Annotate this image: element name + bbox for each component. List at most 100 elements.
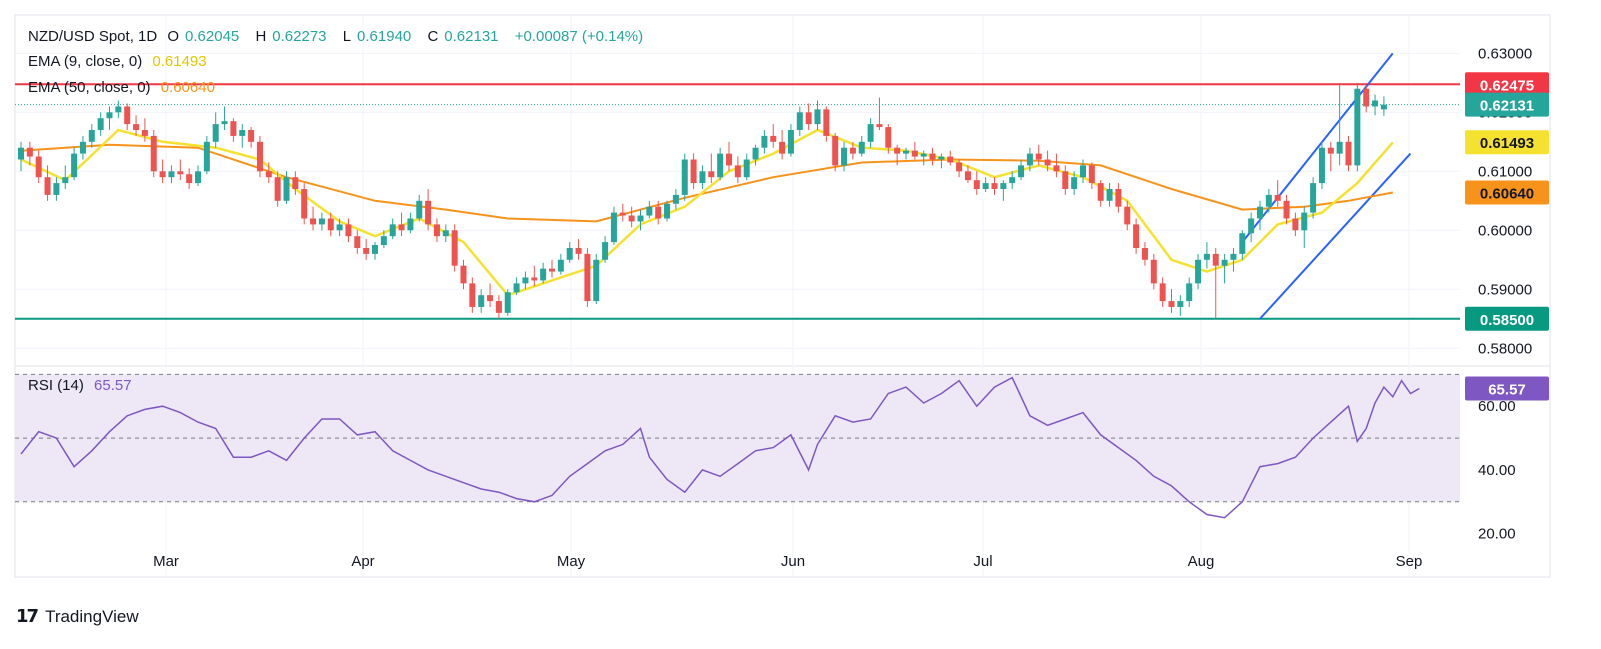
legend-ema50-label: EMA (50, close, 0) [28,79,151,96]
candle-body [159,171,166,178]
legend-close-label: C [427,28,439,45]
candle-body [141,130,148,136]
candle-body [97,118,104,131]
candle-body [1372,100,1379,107]
support-price-label: 0.58500 [1480,312,1534,329]
candle-body [115,106,122,113]
candle-body [1212,253,1219,266]
candle-body [610,212,617,243]
candle-body [1124,206,1131,225]
y-tick-label: 0.63000 [1478,45,1532,62]
ema9-price-tag [1465,130,1549,155]
candle-body [1248,218,1255,234]
y-tick-label: 0.58000 [1478,340,1532,357]
resistance-price-tag [1465,72,1549,97]
candle-body [1336,141,1343,154]
resistance-price-label: 0.62475 [1480,77,1534,94]
candle-body [1071,177,1078,189]
candle-body [460,265,467,284]
candle-body [71,153,78,178]
candle-body [79,141,86,154]
candle-body [1310,183,1317,213]
candle-body [664,203,671,219]
candle-body [885,127,892,148]
candle-body [1177,301,1184,307]
candle-body [956,162,963,172]
candle-body [602,242,609,260]
close-price-tag [1465,92,1549,117]
candle-body [265,171,272,178]
candle-body [433,224,440,237]
rsi-tick-label: 20.00 [1478,526,1516,543]
candle-body [1327,147,1334,154]
rsi-tick-label: 40.00 [1478,462,1516,479]
candle-body [1203,253,1210,260]
candle-body [549,268,555,272]
candle-body [726,153,732,166]
candle-body [1345,141,1352,166]
legend-open-label: O [167,28,180,45]
candle-body [451,230,458,266]
candle-body [991,183,998,189]
candle-body [699,171,706,184]
candle-body [522,277,529,284]
candle-body [1062,171,1069,189]
candle-body [487,295,494,302]
candle-body [1230,253,1237,260]
legend-price: NZD/USD Spot, 1D O 0.62045 H 0.62273 L 0.61… [28,28,649,46]
tradingview-logo[interactable]: 17 TradingView [16,606,139,627]
candle-body [858,141,865,154]
candle-body [513,283,520,293]
candle-body [1257,206,1263,219]
candle-body [805,112,812,125]
candle-body [1018,165,1025,178]
chart-frame [14,14,1551,578]
legend-high-label: H [255,28,267,45]
candle-body [1168,301,1175,307]
candle-body [150,135,157,172]
candle-body [1221,259,1228,266]
candle-body [593,259,600,302]
rsi-tick-label: 60.00 [1478,398,1516,415]
candle-body [1265,194,1272,207]
candle-body [203,141,210,172]
candle-body [1133,224,1140,248]
candle-body [88,130,95,142]
candle-body [195,171,201,184]
candle-body [628,215,635,222]
candle-body [1009,177,1016,184]
candle-body [26,147,33,157]
candle-body [133,124,140,131]
legend-rsi-value: 65.57 [94,377,132,394]
rsi-value-tag [1465,376,1549,401]
candle-body [557,259,564,272]
candle-body [814,109,821,125]
legend-high: 0.62273 [272,28,327,45]
candle-body [1150,259,1157,284]
legend-close: 0.62131 [444,28,499,45]
candle-body [363,247,370,254]
ema9-line [20,128,1394,297]
candle-body [849,147,856,154]
candle-body [318,218,325,225]
candle-body [53,183,60,195]
candle-body [1318,147,1325,184]
ema50-line [20,143,1393,223]
candle-body [1301,212,1308,231]
x-tick-label: Jul [973,553,992,570]
tradingview-logo-text: TradingView [45,606,139,626]
rsi-line [20,376,1420,519]
candle-body [1026,153,1033,166]
candle-body [646,206,653,216]
candle-body [841,147,848,166]
candle-body [221,121,228,125]
candle-body [478,295,485,307]
candle-body [407,218,414,231]
candle-body [787,130,794,154]
candle-body [743,159,750,178]
candle-body [1274,194,1281,201]
candle-body [345,224,352,237]
legend-rsi-label: RSI (14) [28,377,84,394]
x-tick-label: Jun [781,553,805,570]
candle-body [372,245,378,254]
